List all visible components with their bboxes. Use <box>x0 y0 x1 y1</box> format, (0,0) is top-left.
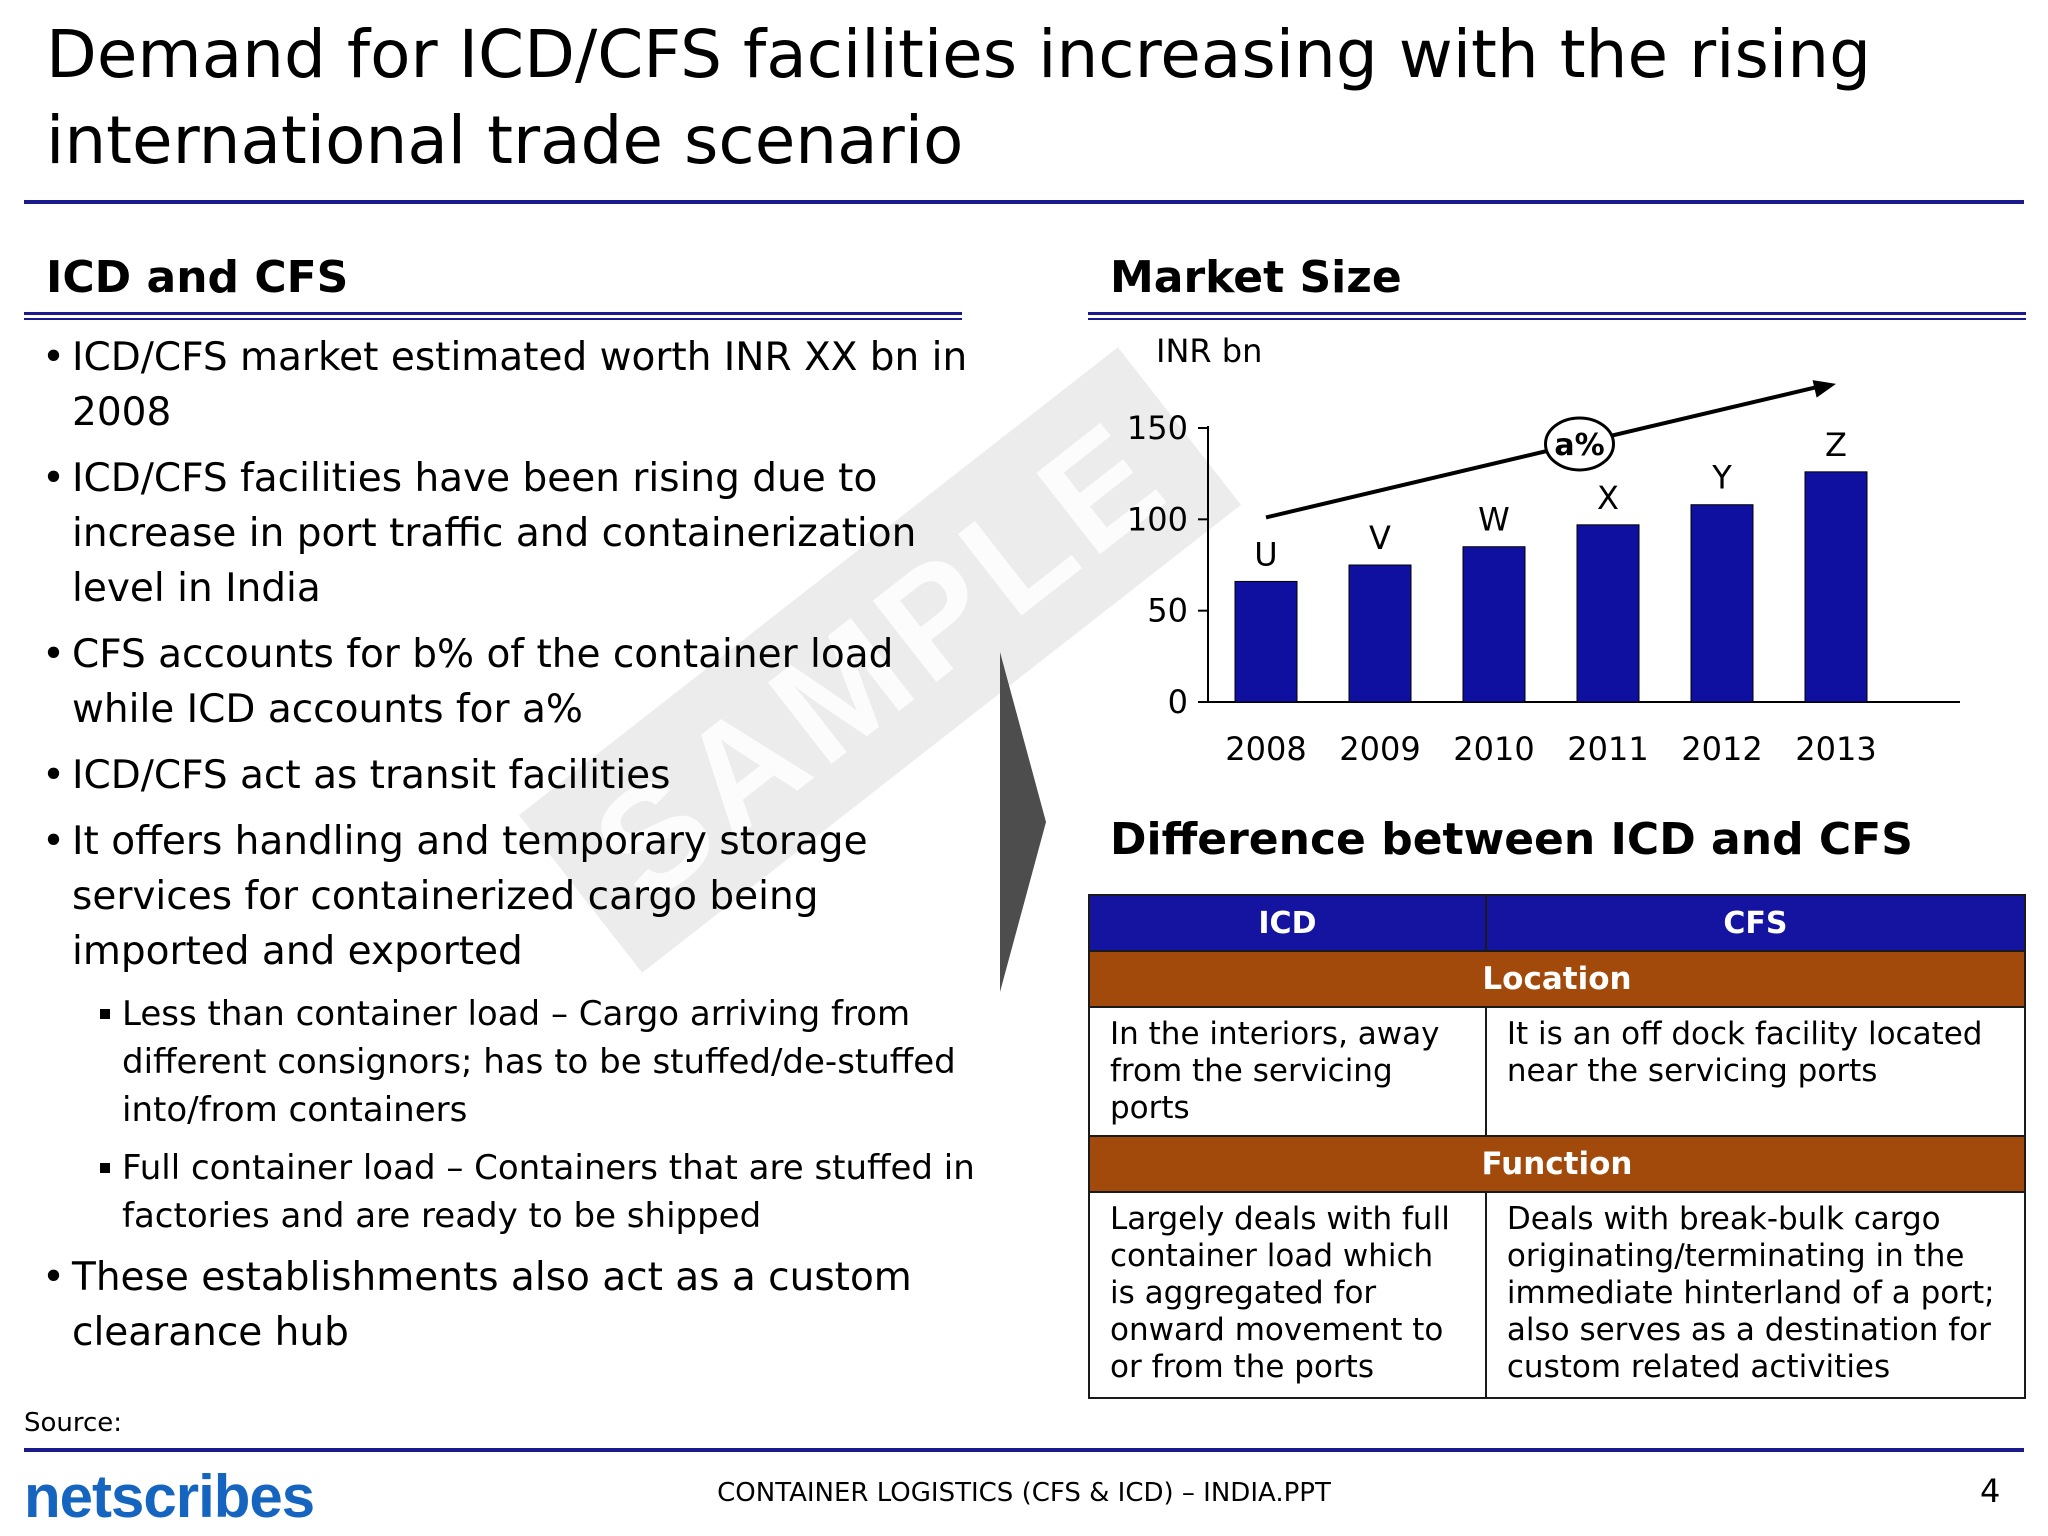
bullet-text: ICD/CFS market estimated worth INR XX bn… <box>72 335 968 435</box>
bullet-glyph: • <box>42 632 66 677</box>
bar-2009 <box>1348 564 1412 703</box>
table-row: Largely deals with full container load w… <box>1088 1191 2027 1399</box>
icd-function-cell: Largely deals with full container load w… <box>1088 1191 1487 1399</box>
sub-bullet-text: Less than container load – Cargo arrivin… <box>122 994 956 1130</box>
bullet-text: These establishments also act as a custo… <box>72 1255 912 1355</box>
x-tick-label: 2010 <box>1453 730 1534 768</box>
bullet-glyph: • <box>42 335 66 380</box>
cagr-label: a% <box>1554 428 1604 463</box>
y-tick-label: 0 <box>1168 683 1188 721</box>
bullet-item: • These establishments also act as a cust… <box>38 1250 998 1360</box>
data-label: Y <box>1711 459 1732 497</box>
data-label: W <box>1478 501 1510 539</box>
difference-table: ICD CFS Location In the interiors, away … <box>1088 894 2027 1399</box>
square-bullet-icon <box>100 1009 110 1019</box>
bullet-item: • ICD/CFS act as transit facilities <box>38 748 998 803</box>
page-title: Demand for ICD/CFS facilities increasing… <box>46 16 1871 179</box>
sub-bullet-item: Less than container load – Cargo arrivin… <box>38 990 998 1134</box>
x-tick-label: 2013 <box>1795 730 1876 768</box>
difference-heading: Difference between ICD and CFS <box>1110 814 1913 865</box>
sub-bullet-text: Full container load – Containers that ar… <box>122 1148 975 1236</box>
table-section-row: Function <box>1088 1135 2026 1193</box>
y-tick-label: 50 <box>1147 592 1188 630</box>
x-tick-label: 2008 <box>1225 730 1306 768</box>
table-row: In the interiors, away from the servicin… <box>1088 1006 2027 1137</box>
chevron-right-icon <box>1000 652 1046 992</box>
market-size-chart: INR bn 0 50 100 150 U 2008 V 2009 W 2010 X 2011 Y 2012… <box>1127 332 1960 768</box>
bullet-item: • CFS accounts for b% of the container lo… <box>38 627 998 737</box>
bullet-text: It offers handling and temporary storage… <box>72 819 868 974</box>
y-tick-label: 150 <box>1127 409 1188 447</box>
icd-location-cell: In the interiors, away from the servicin… <box>1088 1006 1487 1137</box>
section-label-location: Location <box>1088 950 2026 1008</box>
page-number: 4 <box>1980 1472 2001 1510</box>
bullet-text: CFS accounts for b% of the container loa… <box>72 632 894 732</box>
bullet-glyph: • <box>42 456 66 501</box>
bullet-item: • ICD/CFS market estimated worth INR XX b… <box>38 330 998 440</box>
bar-2011 <box>1576 524 1640 703</box>
x-tick-label: 2009 <box>1339 730 1420 768</box>
growth-arrow-line <box>1265 384 1819 520</box>
square-bullet-icon <box>100 1163 110 1173</box>
cfs-function-cell: Deals with break-bulk cargo originating/… <box>1484 1191 2027 1399</box>
y-tick-label: 100 <box>1127 500 1188 538</box>
y-axis-label: INR bn <box>1156 332 1262 370</box>
netscribes-logo: netscribes <box>24 1463 315 1530</box>
bullet-text: ICD/CFS act as transit facilities <box>72 753 671 798</box>
bullet-item: • It offers handling and temporary storag… <box>38 814 998 979</box>
data-label: V <box>1369 519 1391 557</box>
table-section-row: Location <box>1088 950 2026 1008</box>
bullet-glyph: • <box>42 753 66 798</box>
bullet-list: • ICD/CFS market estimated worth INR XX b… <box>38 330 998 1371</box>
bar-2013 <box>1804 471 1868 703</box>
cfs-location-cell: It is an off dock facility located near … <box>1484 1006 2027 1137</box>
left-section-heading: ICD and CFS <box>46 252 349 303</box>
bullet-item: • ICD/CFS facilities have been rising due… <box>38 451 998 616</box>
cagr-bubble <box>1544 416 1615 472</box>
column-header-cfs: CFS <box>1484 894 2027 952</box>
footer-divider <box>24 1448 2024 1452</box>
data-label: Z <box>1825 426 1847 464</box>
source-note: Source: <box>24 1408 123 1438</box>
sub-bullet-item: Full container load – Containers that ar… <box>38 1144 998 1240</box>
section-label-function: Function <box>1088 1135 2026 1193</box>
market-size-heading: Market Size <box>1110 252 1402 303</box>
bar-2012 <box>1690 504 1754 703</box>
x-tick-label: 2011 <box>1567 730 1648 768</box>
market-size-divider <box>1088 312 2026 320</box>
bullet-glyph: • <box>42 819 66 864</box>
document-name: CONTAINER LOGISTICS (CFS & ICD) – INDIA.… <box>717 1478 1331 1508</box>
column-header-icd: ICD <box>1088 894 1487 952</box>
left-section-divider <box>24 312 962 320</box>
bar-2010 <box>1462 546 1526 703</box>
arrowhead-icon <box>1812 380 1836 398</box>
bullet-text: ICD/CFS facilities have been rising due … <box>72 456 917 611</box>
chevron-shape <box>1000 652 1046 992</box>
bullet-glyph: • <box>42 1255 66 1300</box>
bar-2008 <box>1234 580 1298 703</box>
data-label: U <box>1254 535 1277 573</box>
title-divider <box>24 200 2024 204</box>
x-tick-label: 2012 <box>1681 730 1762 768</box>
data-label: X <box>1597 479 1619 517</box>
chart-layer: INR bn 0 50 100 150 U 2008 V 2009 W 2010 X 2011 Y 2012… <box>1127 332 1960 768</box>
table-header-row: ICD CFS <box>1088 894 2027 952</box>
